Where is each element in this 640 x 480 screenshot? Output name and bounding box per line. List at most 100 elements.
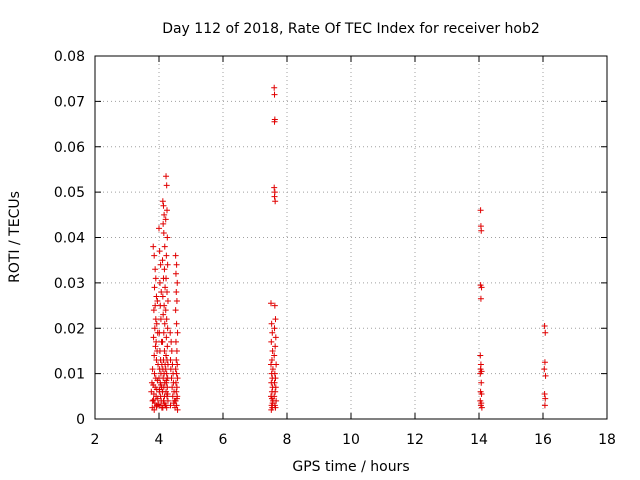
data-point: [149, 366, 156, 373]
data-point: [164, 397, 171, 404]
x-tick-label: 18: [598, 432, 616, 448]
x-tick-label: 2: [91, 432, 100, 448]
x-tick-label: 10: [342, 432, 360, 448]
data-point: [269, 366, 276, 373]
x-tick-label: 4: [155, 432, 164, 448]
data-point: [160, 229, 167, 236]
data-point: [478, 391, 485, 398]
data-point: [164, 288, 170, 295]
x-tick-label: 8: [283, 432, 292, 448]
chart-title: Day 112 of 2018, Rate Of TEC Index for r…: [162, 21, 540, 37]
y-tick-label: 0.01: [54, 367, 85, 383]
data-point: [271, 118, 278, 125]
data-point: [271, 91, 278, 98]
y-tick-label: 0.07: [54, 94, 85, 110]
data-point: [162, 307, 169, 314]
data-point: [162, 216, 169, 223]
data-point: [151, 370, 158, 377]
data-point: [163, 352, 170, 359]
data-point: [173, 370, 180, 377]
data-point: [160, 311, 167, 318]
x-tick-label: 16: [534, 432, 552, 448]
data-point: [152, 343, 159, 350]
data-point: [150, 307, 157, 314]
data-point: [174, 406, 181, 413]
data-point: [174, 361, 181, 368]
data-point: [159, 198, 166, 205]
data-point: [152, 275, 159, 282]
data-point: [164, 298, 171, 305]
y-tick-label: 0.05: [54, 185, 85, 201]
data-point: [478, 227, 485, 234]
data-point: [272, 375, 279, 382]
data-point: [154, 298, 161, 305]
data-point: [173, 402, 180, 409]
data-point: [271, 325, 278, 332]
data-point: [173, 298, 180, 305]
y-tick-label: 0.08: [54, 49, 85, 65]
data-point: [268, 338, 275, 345]
data-point: [159, 338, 166, 345]
data-point: [152, 316, 159, 323]
data-point: [272, 343, 279, 350]
data-point: [157, 316, 164, 323]
data-point: [173, 388, 180, 395]
data-point: [163, 377, 170, 384]
data-point: [269, 347, 276, 354]
data-point: [150, 396, 157, 403]
y-tick-label: 0.03: [54, 276, 85, 292]
x-tick-label: 12: [406, 432, 424, 448]
data-point: [273, 397, 280, 404]
y-tick-label: 0.04: [54, 231, 85, 247]
data-point: [477, 370, 484, 377]
data-point: [164, 325, 171, 332]
data-point: [173, 347, 180, 354]
data-point: [172, 338, 179, 345]
data-point: [172, 366, 179, 373]
data-point: [164, 343, 171, 350]
data-point: [273, 361, 280, 368]
x-tick-label: 6: [219, 432, 228, 448]
data-point: [163, 316, 170, 323]
data-point: [162, 366, 169, 373]
data-point: [172, 379, 179, 386]
data-point: [477, 207, 484, 214]
data-point: [172, 252, 179, 259]
data-point: [173, 384, 180, 391]
data-point: [163, 182, 170, 189]
data-point: [477, 295, 484, 302]
data-point: [162, 284, 169, 291]
y-tick-labels: 0 0.01 0.02 0.03 0.04 0.05 0.06 0.07 0.08: [54, 49, 85, 428]
y-tick-label: 0: [76, 412, 85, 428]
data-point: [164, 234, 171, 241]
data-point: [156, 225, 162, 232]
y-tick-label: 0.06: [54, 140, 85, 156]
data-point: [163, 275, 170, 282]
data-point: [161, 302, 168, 309]
data-point: [477, 352, 484, 359]
data-point: [174, 375, 181, 382]
data-point: [272, 198, 279, 205]
data-point: [160, 220, 167, 227]
data-point: [173, 395, 180, 402]
data-point: [542, 372, 549, 379]
data-point: [173, 357, 180, 364]
data-point: [164, 207, 170, 214]
data-point: [174, 279, 181, 286]
x-tick-label: 14: [470, 432, 488, 448]
data-point: [150, 243, 157, 250]
data-point: [271, 302, 278, 309]
data-point: [159, 293, 166, 300]
data-point: [269, 329, 276, 336]
data-point: [151, 252, 158, 259]
data-point: [161, 266, 168, 273]
data-point: [159, 257, 166, 264]
x-axis-label: GPS time / hours: [292, 459, 409, 475]
data-point: [271, 184, 278, 191]
data-point: [151, 406, 158, 413]
data-point: [272, 316, 279, 323]
data-point: [173, 288, 180, 295]
data-point: [541, 359, 548, 366]
data-point: [164, 261, 171, 268]
data-point: [168, 347, 175, 354]
